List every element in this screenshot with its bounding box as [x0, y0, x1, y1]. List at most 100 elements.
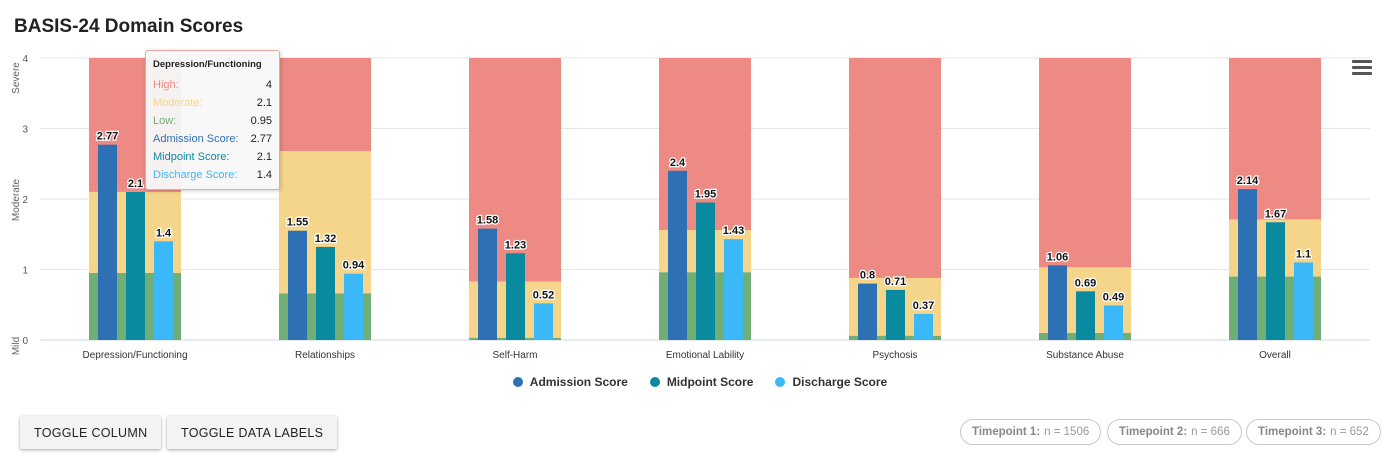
toggle-column-button[interactable]: TOGGLE COLUMN: [20, 416, 162, 449]
tooltip-value-admission: 2.77: [250, 133, 272, 145]
timepoint-2-label: Timepoint 2:: [1119, 426, 1188, 438]
legend-item-discharge[interactable]: Discharge Score: [775, 375, 887, 389]
tooltip-value-high: 4: [265, 79, 272, 91]
tooltip-row-low: Low: 0.95: [153, 112, 272, 130]
tooltip-row-midpoint: Midpoint Score: 2.1: [153, 148, 272, 166]
data-label-admission-5: 1.06: [1047, 251, 1068, 263]
chart-legend: Admission Score Midpoint Score Discharge…: [0, 375, 1400, 389]
timepoint-3-label: Timepoint 3:: [1258, 426, 1327, 438]
legend-marker-discharge: [775, 377, 786, 387]
y-band-label-mild: Mild: [11, 337, 22, 355]
bar-admission-4: [858, 283, 877, 340]
data-label-discharge-1: 0.94: [343, 260, 365, 272]
y-tick-label-0: 0: [22, 336, 28, 347]
timepoint-1-label: Timepoint 1:: [972, 426, 1041, 438]
legend-marker-admission: [512, 377, 523, 387]
data-label-discharge-3: 1.43: [723, 225, 744, 237]
y-tick-label-4: 4: [22, 54, 28, 65]
data-label-admission-0: 2.77: [97, 131, 118, 143]
toggle-data-labels-button[interactable]: TOGGLE DATA LABELS: [167, 416, 338, 449]
x-tick-label-6: Overall: [1259, 350, 1291, 361]
x-tick-label-2: Self-Harm: [492, 350, 537, 361]
tooltip-label-discharge: Discharge Score:: [153, 169, 238, 181]
tooltip-row-moderate: Moderate: 2.1: [153, 94, 272, 112]
bar-midpoint-2: [506, 253, 525, 340]
bar-discharge-4: [914, 313, 933, 340]
data-label-midpoint-6: 1.67: [1265, 208, 1286, 220]
bar-admission-1: [288, 230, 307, 340]
hamburger-menu-icon[interactable]: [1352, 60, 1372, 76]
timepoint-3-badge: Timepoint 3: n = 652: [1246, 419, 1381, 445]
data-label-discharge-4: 0.37: [913, 300, 934, 312]
data-label-midpoint-3: 1.95: [695, 189, 716, 201]
bar-discharge-5: [1104, 305, 1123, 340]
tooltip-value-moderate: 2.1: [256, 97, 272, 109]
tooltip-label-low: Low:: [153, 115, 177, 127]
timepoint-1-badge: Timepoint 1: n = 1506: [960, 419, 1102, 445]
tooltip-row-admission: Admission Score: 2.77: [153, 130, 272, 148]
y-tick-label-3: 3: [22, 125, 28, 136]
tooltip-label-moderate: Moderate:: [153, 97, 203, 109]
data-label-midpoint-5: 0.69: [1075, 277, 1096, 289]
bar-midpoint-6: [1266, 222, 1285, 340]
bar-discharge-6: [1294, 262, 1313, 340]
tooltip-value-low: 0.95: [250, 115, 272, 127]
data-label-discharge-2: 0.52: [533, 289, 554, 301]
y-band-label-severe: Severe: [11, 62, 22, 94]
bar-midpoint-3: [696, 202, 715, 340]
bar-admission-0: [98, 144, 117, 340]
data-label-midpoint-4: 0.71: [885, 276, 906, 288]
legend-marker-midpoint: [649, 377, 660, 387]
bar-midpoint-1: [316, 246, 335, 340]
domain-scores-chart: 0 1 2 3 4 Mild Moderate Severe 2.77 2.1 1.4 Depress…: [11, 54, 1370, 361]
data-label-midpoint-1: 1.32: [315, 233, 336, 245]
tooltip-value-midpoint: 2.1: [256, 151, 272, 163]
bar-discharge-1: [344, 273, 363, 340]
data-label-midpoint-0: 2.1: [128, 178, 143, 190]
legend-item-midpoint[interactable]: Midpoint Score: [649, 375, 754, 389]
band-high-4: [849, 58, 941, 278]
bar-admission-2: [478, 228, 497, 340]
data-label-admission-1: 1.55: [287, 217, 308, 229]
timepoint-2-badge: Timepoint 2: n = 666: [1107, 419, 1242, 445]
bar-discharge-2: [534, 303, 553, 340]
bar-discharge-3: [724, 239, 743, 340]
data-label-discharge-6: 1.1: [1296, 248, 1311, 260]
tooltip-value-discharge: 1.4: [256, 169, 272, 181]
legend-label-midpoint: Midpoint Score: [666, 375, 754, 389]
bar-midpoint-0: [126, 191, 145, 340]
bar-midpoint-4: [886, 289, 905, 340]
x-tick-label-1: Relationships: [295, 350, 355, 361]
tooltip-label-admission: Admission Score:: [153, 133, 239, 145]
chart-tooltip: Depression/Functioning High: 4 Moderate:…: [145, 50, 280, 190]
data-label-discharge-5: 0.49: [1103, 291, 1124, 303]
y-tick-label-1: 1: [22, 266, 28, 277]
bar-admission-5: [1048, 265, 1067, 340]
timepoint-2-value: n = 666: [1191, 426, 1230, 438]
tooltip-label-high: High:: [153, 79, 179, 91]
timepoint-3-value: n = 652: [1330, 426, 1369, 438]
data-label-admission-3: 2.4: [670, 157, 686, 169]
tooltip-row-discharge: Discharge Score: 1.4: [153, 166, 272, 184]
bar-discharge-0: [154, 241, 173, 340]
x-tick-label-5: Substance Abuse: [1046, 350, 1124, 361]
page-title: BASIS-24 Domain Scores: [14, 16, 244, 37]
legend-label-discharge: Discharge Score: [792, 375, 888, 389]
x-tick-label-3: Emotional Lability: [666, 350, 744, 361]
data-label-admission-2: 1.58: [477, 215, 498, 227]
x-tick-label-4: Psychosis: [872, 350, 917, 361]
band-high-1: [279, 58, 371, 152]
data-label-discharge-0: 1.4: [156, 227, 172, 239]
bar-midpoint-5: [1076, 291, 1095, 340]
x-tick-label-0: Depression/Functioning: [82, 350, 187, 361]
legend-item-admission[interactable]: Admission Score: [512, 375, 628, 389]
legend-label-admission: Admission Score: [529, 375, 628, 389]
data-label-midpoint-2: 1.23: [505, 239, 526, 251]
data-label-admission-4: 0.8: [860, 270, 875, 282]
data-label-admission-6: 2.14: [1237, 175, 1259, 187]
tooltip-row-high: High: 4: [153, 76, 272, 94]
y-band-label-moderate: Moderate: [11, 178, 22, 221]
y-tick-label-2: 2: [22, 195, 28, 206]
tooltip-title: Depression/Functioning: [153, 59, 262, 70]
band-high-5: [1039, 58, 1131, 268]
